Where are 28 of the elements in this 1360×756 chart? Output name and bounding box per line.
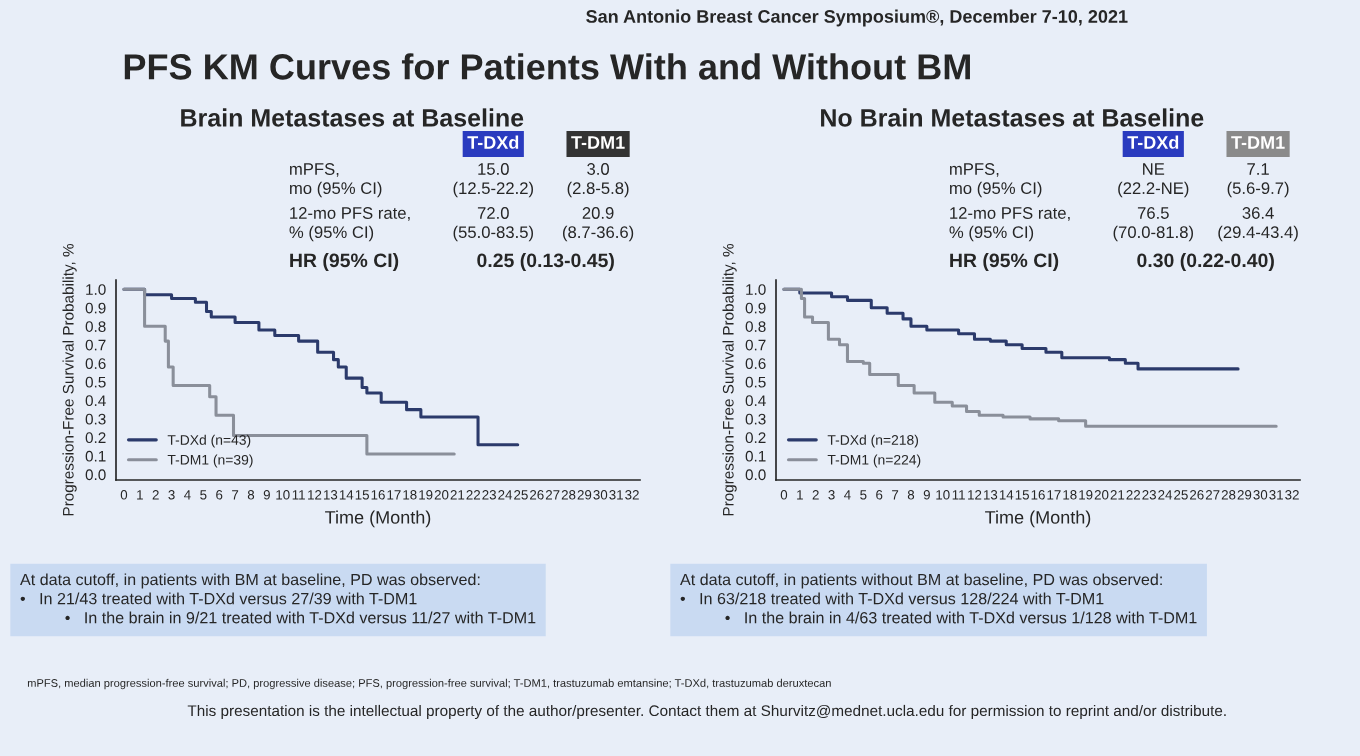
text: 20.9 (8.7-36.6) — [562, 207, 634, 242]
text: 15.0 (12.5-22.2) — [453, 163, 534, 198]
text: 36.4 (29.4-43.4) — [1218, 207, 1298, 242]
text: T-DXd — [1127, 135, 1179, 149]
text: At data cutoff, in patients with BM at baseline, PD was observed: • In 21/43 treated with T-DXd versus 27/39 with T-DM1 • In the brain in 9/21 treated with T-DXd versus 11/27 with T-DM1 — [20, 573, 536, 624]
x-axis-title: Time (Month) — [985, 510, 1091, 528]
chart-title: No Brain Metastases at Baseline — [821, 108, 1204, 127]
text: 12-mo PFS rate, % (95% CI) — [289, 207, 410, 242]
chart-title: Brain Metastases at Baseline — [181, 108, 524, 127]
text: San Antonio Breast Cancer Symposium®, December 7-10, 2021 — [586, 9, 1128, 27]
text: 12-mo PFS rate, % (95% CI) — [949, 207, 1070, 242]
text: 0.25 (0.13-0.45) — [477, 252, 614, 272]
text: 76.5 (70.0-81.8) — [1113, 207, 1194, 242]
text: HR (95% CI) — [290, 252, 399, 272]
text: At data cutoff, in patients without BM at baseline, PD was observed: • In 63/218 treated with T-DXd versus 128/224 with T-DM1 • In the brain in 4/63 treated with T-DXd versus 1/128 with T-DM1 — [680, 573, 1197, 624]
text: 72.0 (55.0-83.5) — [453, 207, 534, 242]
text: mPFS, mo (95% CI) — [950, 163, 1042, 198]
text: T-DM1 — [1231, 136, 1285, 149]
text: NE (22.2-NE) — [1118, 163, 1189, 198]
text: T-DXd — [467, 135, 519, 149]
text: 3.0 (2.8-5.8) — [567, 163, 629, 198]
text: T-DM1 — [571, 136, 625, 149]
text: 7.1 (5.6-9.7) — [1227, 163, 1289, 198]
text: mPFS, mo (95% CI) — [290, 163, 382, 198]
text: HR (95% CI) — [950, 252, 1059, 272]
text: 0.30 (0.22-0.40) — [1137, 252, 1274, 272]
x-axis-title: Time (Month) — [325, 510, 431, 528]
text: PFS KM Curves for Patients With and Without BM — [124, 53, 970, 80]
